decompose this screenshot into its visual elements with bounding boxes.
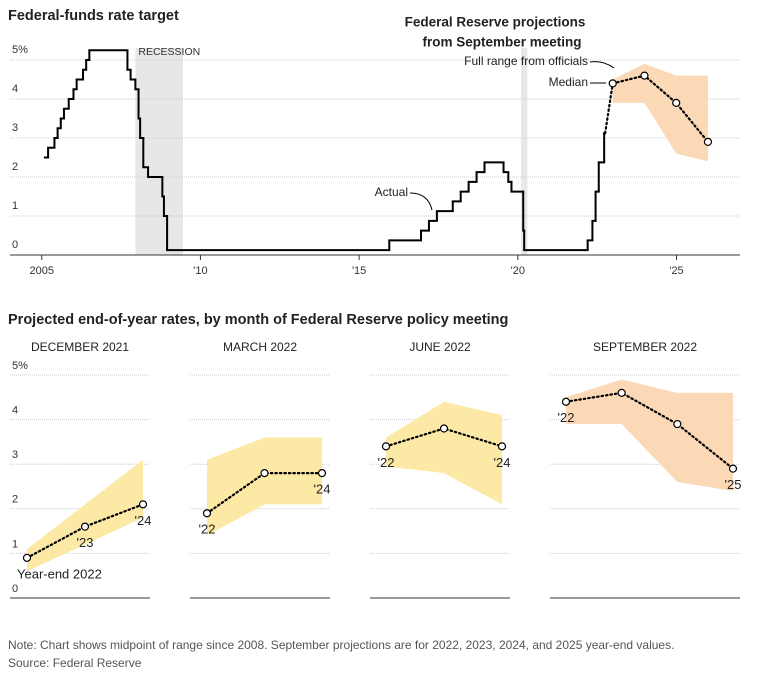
- median-point: [317, 469, 327, 478]
- median-point: [561, 397, 571, 406]
- y-tick-label: 1: [12, 538, 18, 550]
- panel-title: MARCH 2022: [223, 340, 297, 354]
- y-tick-label: 4: [12, 83, 18, 95]
- range-arrow: [589, 61, 615, 69]
- projection-connector: [604, 82, 614, 135]
- point-label: '24: [135, 513, 152, 528]
- range-area: [27, 459, 143, 572]
- point-label: Year-end 2022: [17, 566, 102, 581]
- source: Source: Federal Reserve: [8, 656, 142, 670]
- y-tick-label: 3: [12, 449, 18, 461]
- median-line: [611, 74, 710, 143]
- panel-title: DECEMBER 2021: [31, 340, 129, 354]
- point-label: '25: [725, 477, 742, 492]
- point-label: '24: [314, 482, 331, 497]
- point-label: '23: [77, 535, 94, 550]
- range-label: Full range from officials: [464, 54, 588, 68]
- point-label: '22: [378, 455, 395, 470]
- median-point: [381, 442, 391, 451]
- median-point: [260, 469, 269, 478]
- y-tick-label: 5%: [12, 360, 28, 372]
- panel-title: JUNE 2022: [409, 340, 471, 354]
- y-tick-label: 1: [12, 200, 18, 212]
- median-point: [728, 464, 738, 473]
- median-point: [80, 522, 90, 531]
- projection-title: from September meeting: [422, 35, 581, 50]
- point-label: '22: [199, 522, 216, 537]
- point-label: '24: [494, 455, 511, 470]
- x-tick-label: '15: [352, 265, 366, 277]
- note: Note: Chart shows midpoint of range sinc…: [8, 638, 674, 652]
- median-point: [640, 71, 649, 80]
- recession-label: RECESSION: [138, 46, 200, 58]
- x-tick-label: 2005: [29, 265, 53, 277]
- y-tick-label: 4: [12, 405, 18, 417]
- projection-title: Federal Reserve projections: [405, 15, 586, 30]
- x-tick-label: '10: [193, 265, 207, 277]
- chart-title: Federal-funds rate target: [8, 8, 179, 24]
- range-area: [612, 63, 708, 162]
- range-area: [566, 379, 733, 491]
- y-tick-label: 0: [12, 583, 18, 595]
- median-label: Median: [549, 75, 588, 89]
- median-point: [608, 79, 617, 88]
- recession-band: [521, 48, 528, 255]
- y-tick-label: 5%: [12, 44, 28, 56]
- point-label: '22: [558, 410, 575, 425]
- median-line: [205, 472, 324, 515]
- y-tick-label: 3: [12, 122, 18, 134]
- median-point: [703, 137, 713, 146]
- median-point: [138, 500, 148, 509]
- y-tick-label: 2: [12, 161, 18, 173]
- section-title: Projected end-of-year rates, by month of…: [8, 312, 508, 328]
- median-line: [564, 391, 735, 470]
- range-area: [207, 437, 322, 536]
- y-tick-label: 2: [12, 494, 18, 506]
- range-area: [386, 401, 502, 505]
- median-line: [25, 503, 145, 559]
- x-tick-label: '20: [511, 265, 525, 277]
- x-tick-label: '25: [669, 265, 683, 277]
- step-riser: [47, 50, 606, 251]
- median-point: [439, 424, 449, 433]
- actual-arrow: [409, 192, 433, 211]
- y-tick-label: 0: [12, 239, 18, 251]
- median-point: [673, 419, 682, 429]
- actual-label: Actual: [375, 185, 408, 199]
- median-point: [497, 442, 507, 451]
- median-point: [617, 388, 626, 397]
- median-point: [202, 509, 212, 518]
- median-point: [22, 553, 32, 562]
- median-point: [672, 98, 681, 108]
- panel-title: SEPTEMBER 2022: [593, 340, 697, 354]
